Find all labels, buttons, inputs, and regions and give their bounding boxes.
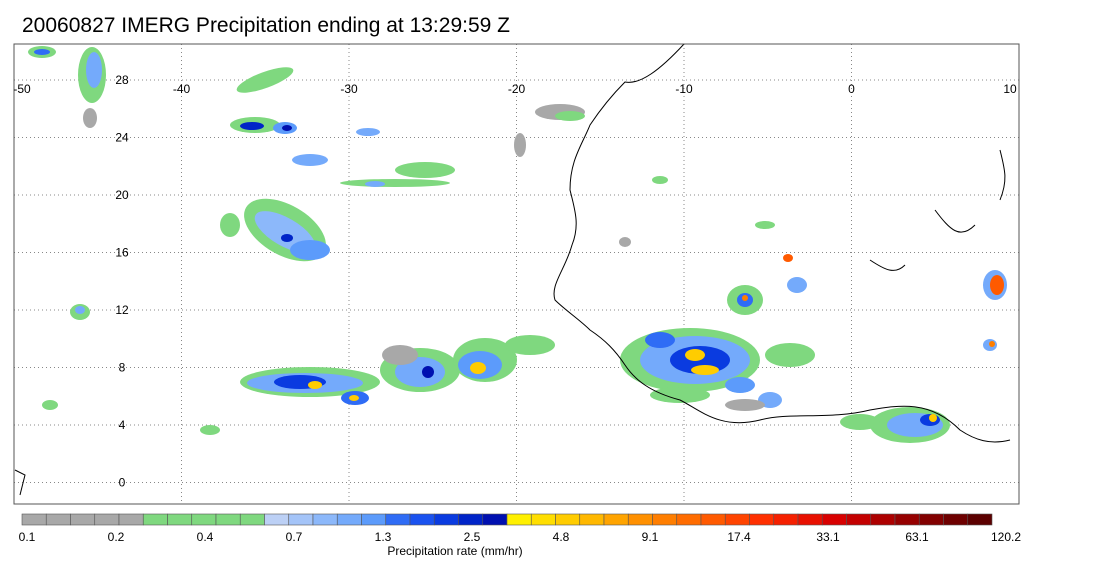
latitude-label: 24 [115, 130, 129, 144]
map-frame [13, 43, 1020, 505]
colorbar-tick-label: 0.7 [286, 530, 303, 544]
colorbar-box [312, 513, 338, 526]
latitude-label: 12 [115, 303, 129, 317]
colorbar-tick-label: 17.4 [727, 530, 751, 544]
colorbar-box [264, 513, 290, 526]
longitude-label: 0 [848, 82, 855, 96]
longitude-label: -50 [13, 82, 31, 96]
precip-cell [42, 335, 555, 435]
colorbar-label: Precipitation rate (mm/hr) [387, 544, 522, 558]
latitude-label: 28 [115, 73, 129, 87]
colorbar-box [45, 513, 71, 526]
colorbar-box [458, 513, 484, 526]
colorbar-box [846, 513, 872, 526]
colorbar-box [870, 513, 896, 526]
colorbar-box [555, 513, 581, 526]
colorbar-tick-labels: 0.1 0.2 0.4 0.7 1.3 2.5 4.8 9.1 17.4 33.1 63.1 120.… [19, 530, 1022, 544]
colorbar-box [288, 513, 314, 526]
longitude-label: -40 [173, 82, 191, 96]
colorbar-box [652, 513, 678, 526]
colorbar-box [773, 513, 799, 526]
colorbar-box [894, 513, 920, 526]
colorbar-box [167, 513, 193, 526]
colorbar-tick-label: 33.1 [816, 530, 840, 544]
colorbar-box [482, 513, 508, 526]
precip-cell [514, 104, 775, 247]
colorbar-tick-label: 0.2 [108, 530, 125, 544]
colorbar-tick-label: 63.1 [905, 530, 929, 544]
colorbar-box [21, 513, 47, 526]
precip-cell [230, 67, 455, 187]
longitude-label: -30 [340, 82, 358, 96]
colorbar-box [70, 513, 96, 526]
colorbar-box [918, 513, 944, 526]
colorbar-box [943, 513, 969, 526]
colorbar-box [603, 513, 629, 526]
colorbar-box [676, 513, 702, 526]
colorbar-tick-label: 2.5 [464, 530, 481, 544]
colorbar-tick-label: 0.4 [197, 530, 214, 544]
colorbar-box [361, 513, 387, 526]
axis-labels: -50 -40 -30 -20 -10 0 10 0 4 8 12 16 20 24 28 [13, 73, 1017, 490]
precip-cell [620, 285, 815, 411]
coastline [14, 44, 1011, 496]
colorbar-tick-label: 1.3 [375, 530, 392, 544]
colorbar-box [724, 513, 750, 526]
latitude-label: 16 [115, 245, 129, 259]
colorbar-box [94, 513, 120, 526]
colorbar-box [627, 513, 653, 526]
colorbar-tick-label: 4.8 [553, 530, 570, 544]
map-title: 20060827 IMERG Precipitation ending at 1… [22, 14, 510, 37]
longitude-label: -10 [675, 82, 693, 96]
colorbar-box [506, 513, 532, 526]
colorbar-box [385, 513, 411, 526]
precip-cell [783, 254, 1007, 443]
colorbar-box [142, 513, 168, 526]
colorbar-tick-label: 9.1 [642, 530, 659, 544]
colorbar-box [700, 513, 726, 526]
latitude-label: 0 [119, 475, 126, 489]
colorbar-box [215, 513, 241, 526]
colorbar-box [433, 513, 459, 526]
colorbar-box [967, 513, 993, 526]
colorbar-box [821, 513, 847, 526]
colorbar-box [118, 513, 144, 526]
precip-cell [28, 46, 106, 128]
colorbar-box [191, 513, 217, 526]
colorbar-tick-label: 120.2 [991, 530, 1021, 544]
colorbar-box [797, 513, 823, 526]
longitude-label: -20 [508, 82, 526, 96]
latitude-label: 4 [119, 418, 126, 432]
precipitation-field [28, 46, 1007, 443]
precip-cell [70, 198, 330, 320]
latitude-label: 20 [115, 188, 129, 202]
colorbar-box [409, 513, 435, 526]
colorbar-box [530, 513, 556, 526]
colorbar-boxes [21, 513, 993, 526]
longitude-label: 10 [1003, 82, 1017, 96]
colorbar-box [579, 513, 605, 526]
colorbar-box [239, 513, 265, 526]
colorbar-box [749, 513, 775, 526]
colorbar-tick-label: 0.1 [19, 530, 36, 544]
latitude-label: 8 [119, 360, 126, 374]
colorbar-box [336, 513, 362, 526]
